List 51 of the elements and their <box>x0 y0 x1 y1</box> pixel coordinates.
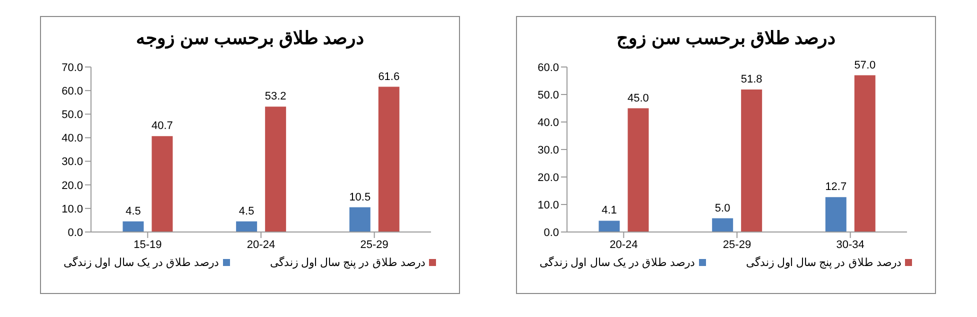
data-label: 51.8 <box>740 74 762 86</box>
data-label: 12.7 <box>825 181 847 194</box>
legend-label: درصد طلاق در یک سال اول زندگی <box>64 256 219 269</box>
y-tick-label: 40.0 <box>62 132 83 145</box>
data-label: 4.1 <box>602 204 617 217</box>
data-label: 57.0 <box>854 59 876 72</box>
y-tick-label: 20.0 <box>538 172 559 184</box>
bar <box>854 75 876 232</box>
bar <box>628 108 649 232</box>
data-label: 4.5 <box>238 205 254 218</box>
chart-title: درصد طلاق برحسب سن زوج <box>615 27 836 49</box>
bar <box>378 86 400 232</box>
y-tick-label: 30.0 <box>538 144 559 156</box>
bar <box>265 106 286 232</box>
legend-label: درصد طلاق در پنج سال اول زندگی <box>270 256 426 269</box>
bar <box>122 221 144 232</box>
y-tick-label: 0.0 <box>68 226 83 239</box>
data-label: 53.2 <box>264 90 286 103</box>
legend-label: درصد طلاق در پنج سال اول زندگی <box>746 256 902 269</box>
y-tick-label: 10.0 <box>62 203 83 216</box>
data-label: 45.0 <box>628 92 649 104</box>
x-tick-label: 20-24 <box>246 238 276 251</box>
bar <box>349 207 370 232</box>
y-tick-label: 60.0 <box>62 85 83 98</box>
y-tick-label: 60.0 <box>538 62 559 74</box>
y-tick-label: 20.0 <box>62 180 83 192</box>
y-tick-label: 0.0 <box>544 226 559 239</box>
legend-label: درصد طلاق در یک سال اول زندگی <box>540 256 695 269</box>
bar <box>152 136 173 232</box>
bar <box>236 221 258 232</box>
data-label: 4.5 <box>126 205 141 218</box>
x-tick-label: 25-29 <box>360 238 388 251</box>
bar <box>825 197 846 232</box>
y-tick-label: 70.0 <box>62 62 83 74</box>
x-tick-label: 30-34 <box>836 238 864 251</box>
y-tick-label: 50.0 <box>62 109 83 122</box>
y-tick-label: 50.0 <box>538 89 559 102</box>
bar <box>598 220 620 232</box>
data-label: 5.0 <box>714 202 730 214</box>
data-label: 61.6 <box>378 70 400 83</box>
chart-title: درصد طلاق برحسب سن زوجه <box>134 27 365 49</box>
x-tick-label: 20-24 <box>610 238 638 251</box>
bar <box>741 90 762 232</box>
data-label: 10.5 <box>349 191 371 204</box>
y-tick-label: 30.0 <box>62 156 83 168</box>
y-tick-label: 40.0 <box>538 116 559 129</box>
y-tick-label: 10.0 <box>538 199 559 212</box>
x-tick-label: 25-29 <box>722 238 752 251</box>
bar <box>712 218 734 232</box>
data-label: 40.7 <box>152 120 173 132</box>
x-tick-label: 15-19 <box>134 238 162 251</box>
